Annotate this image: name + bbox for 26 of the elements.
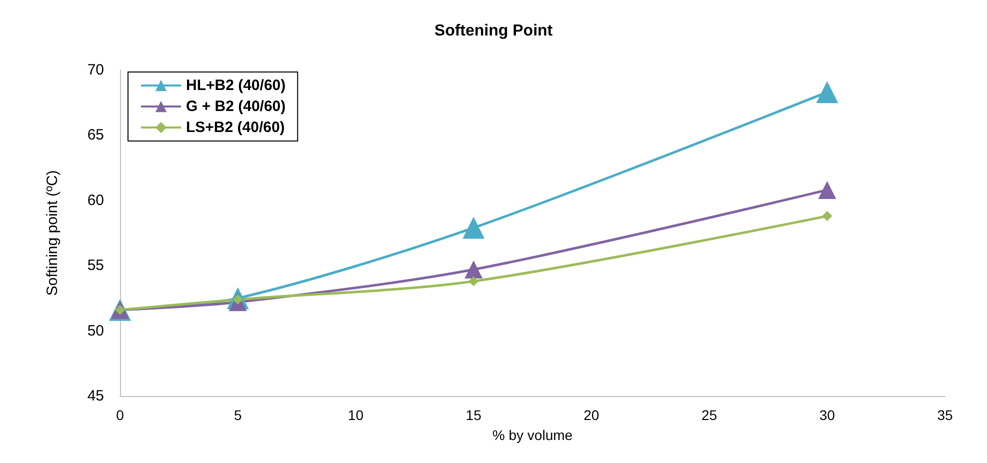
x-tick-label: 30 [819,407,836,423]
legend-label: LS+B2 (40/60) [186,119,285,136]
y-axis-title: Softining point (ºC) [44,170,61,296]
x-axis-title: % by volume [492,427,573,443]
legend-label: HL+B2 (40/60) [186,77,286,94]
x-tick-label: 10 [348,407,364,423]
x-tick-label: 35 [937,407,953,423]
x-tick-label: 0 [116,407,124,423]
point [468,276,479,286]
point [462,216,485,239]
y-tick-label: 60 [87,192,104,209]
point [822,211,832,222]
x-tick-label: 5 [234,407,242,423]
chart-title: Softening Point [434,22,554,40]
point [818,180,836,199]
y-tick-label: 50 [87,322,104,340]
legend-label: G + B2 (40/60) [186,98,286,115]
y-tick-label: 65 [87,126,104,144]
x-tick-label: 25 [701,407,718,423]
y-tick-label: 45 [87,388,104,404]
x-tick-label: 15 [466,407,482,423]
y-tick-label: 55 [87,257,104,274]
y-tick-label: 70 [87,62,104,78]
point [464,260,483,279]
x-tick-label: 20 [584,407,600,423]
point [816,81,838,104]
